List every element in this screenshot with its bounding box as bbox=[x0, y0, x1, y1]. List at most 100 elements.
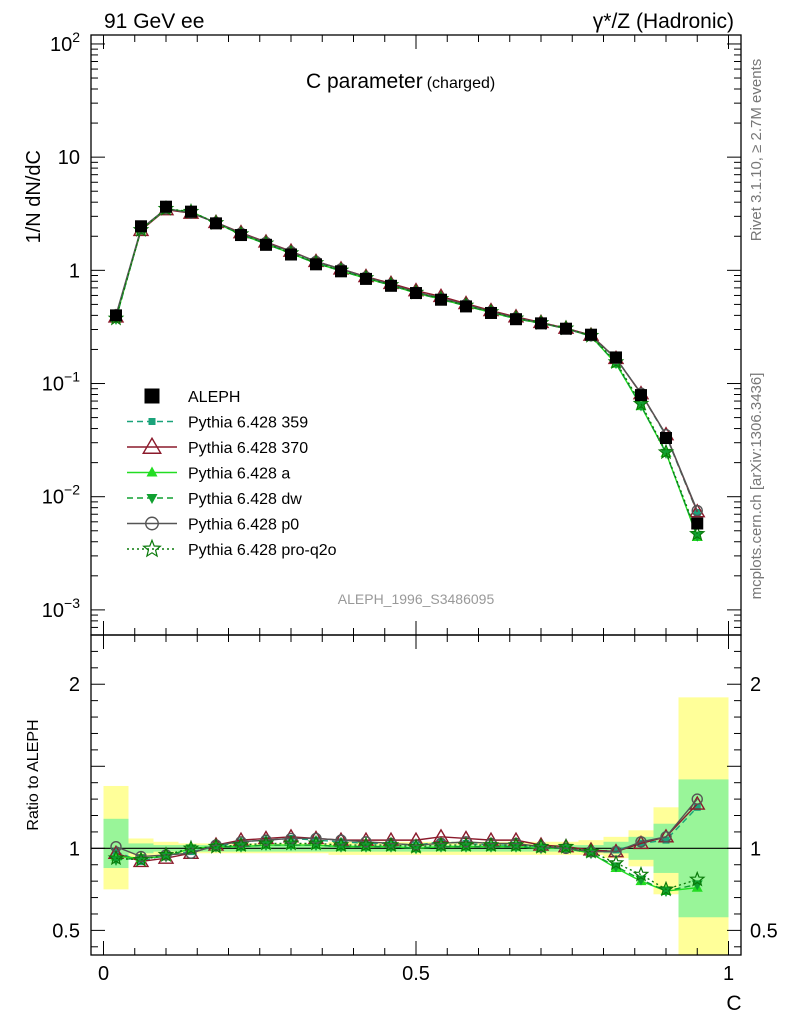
series-point-ratio bbox=[185, 844, 197, 855]
legend-marker bbox=[145, 516, 159, 531]
series-point-main bbox=[657, 443, 675, 460]
series-line-main bbox=[115, 207, 698, 535]
ratio-y-tick-label: 0.5 bbox=[52, 920, 80, 942]
process-label: γ*/Z (Hadronic) bbox=[593, 10, 734, 33]
tick-label-exponent: −2 bbox=[64, 482, 80, 498]
series-point-ratio bbox=[160, 849, 172, 861]
main-ylabel: 1/N dN/dC bbox=[23, 150, 45, 243]
series-point-ratio bbox=[457, 836, 475, 853]
tick-label-base: 10 bbox=[50, 34, 72, 56]
data-point bbox=[660, 432, 672, 445]
series-point-ratio bbox=[382, 836, 400, 853]
legend-item-pp0: Pythia 6.428 p0 bbox=[127, 517, 299, 534]
tick-label-base: 10 bbox=[42, 374, 64, 396]
data-point bbox=[535, 317, 547, 330]
data-point bbox=[610, 351, 622, 364]
data-point bbox=[691, 517, 704, 530]
series-point-ratio bbox=[307, 834, 325, 851]
series-point-ratio bbox=[691, 880, 703, 891]
tick-label-exponent: −3 bbox=[64, 595, 80, 611]
data-point bbox=[360, 272, 372, 285]
data-point bbox=[485, 306, 497, 319]
series-point-ratio bbox=[182, 839, 200, 856]
legend-label: Pythia 6.428 pro-q2o bbox=[188, 542, 337, 559]
series-point-ratio bbox=[557, 838, 575, 854]
data-point bbox=[410, 287, 422, 300]
legend-marker bbox=[142, 436, 162, 454]
series-point-ratio bbox=[157, 846, 175, 862]
series-line-main bbox=[115, 208, 698, 538]
data-point bbox=[135, 220, 147, 233]
series-point-ratio bbox=[207, 838, 225, 854]
data-point bbox=[110, 309, 122, 322]
series-point-ratio bbox=[632, 865, 650, 882]
legend-label: Pythia 6.428 359 bbox=[188, 415, 308, 432]
series-point-main bbox=[693, 509, 701, 517]
series-point-ratio bbox=[532, 838, 550, 854]
series-point-ratio bbox=[635, 836, 647, 848]
series-point-main bbox=[689, 525, 706, 541]
series-point-ratio bbox=[357, 836, 375, 853]
series-point-ratio bbox=[432, 836, 450, 853]
main-y-tick-label: 1 bbox=[69, 260, 80, 282]
series-p370 bbox=[107, 201, 706, 868]
ratio-y-tick-label-right: 0.5 bbox=[750, 920, 778, 942]
tick-label-exponent: −1 bbox=[64, 369, 80, 385]
series-point-ratio bbox=[407, 838, 425, 854]
legend-marker bbox=[146, 466, 158, 477]
data-point bbox=[260, 238, 272, 251]
x-axis-label: C bbox=[726, 992, 741, 1015]
analysis-watermark: ALEPH_1996_S3486095 bbox=[338, 591, 495, 607]
series-point-ratio bbox=[282, 834, 300, 851]
tick-label-base: 1 bbox=[69, 260, 80, 282]
main-title-text: C parameter bbox=[306, 70, 423, 93]
series-point-ratio bbox=[132, 851, 150, 867]
legend-item-pa: Pythia 6.428 a bbox=[127, 466, 290, 483]
data-point bbox=[585, 328, 597, 341]
series-aleph-data bbox=[110, 200, 704, 530]
series-line-ratio bbox=[115, 842, 698, 891]
series-point-ratio bbox=[660, 831, 672, 843]
series-layer bbox=[107, 200, 706, 897]
x-tick-label: 1 bbox=[723, 963, 734, 985]
main-title: C parameter (charged) bbox=[306, 70, 495, 93]
series-point-main bbox=[689, 503, 706, 518]
tick-label-base: 10 bbox=[58, 147, 80, 169]
series-point-ratio bbox=[257, 834, 275, 851]
series-point-ratio bbox=[507, 836, 525, 853]
data-point bbox=[310, 258, 322, 271]
ratio-y-tick-label-right: 2 bbox=[750, 674, 761, 696]
data-point bbox=[560, 322, 572, 335]
main-y-tick-label: 10 bbox=[58, 147, 80, 169]
main-y-tick-label: 10−2 bbox=[42, 482, 80, 509]
main-y-tick-label: 10−1 bbox=[42, 369, 80, 396]
ratio-y-tick-label: 1 bbox=[69, 838, 80, 860]
series-point-ratio bbox=[107, 849, 125, 866]
series-point-ratio bbox=[693, 803, 701, 811]
tick-label-base: 10 bbox=[42, 600, 64, 622]
series-point-ratio bbox=[691, 793, 703, 805]
data-point bbox=[210, 217, 222, 230]
series-point-ratio bbox=[582, 842, 600, 859]
legend-item-p359: Pythia 6.428 359 bbox=[127, 415, 308, 432]
tick-label-exponent: 2 bbox=[72, 29, 80, 45]
series-point-main bbox=[632, 395, 650, 411]
series-point-ratio bbox=[612, 846, 620, 854]
legend-marker bbox=[142, 538, 162, 558]
series-point-ratio bbox=[232, 836, 250, 853]
series-point-ratio bbox=[585, 845, 597, 858]
legend-item-p370: Pythia 6.428 370 bbox=[127, 436, 308, 457]
data-point bbox=[185, 205, 197, 218]
legend-label: Pythia 6.428 p0 bbox=[188, 517, 299, 534]
legend: ALEPH Pythia 6.428 359 Pythia 6.428 370 Pyt… bbox=[127, 388, 337, 559]
legend-label: Pythia 6.428 dw bbox=[188, 491, 302, 508]
series-point-ratio bbox=[635, 875, 647, 886]
data-point bbox=[285, 248, 297, 261]
series-point-ratio bbox=[657, 880, 675, 897]
legend-item-data: ALEPH bbox=[144, 388, 240, 406]
series-point-ratio bbox=[482, 836, 500, 853]
x-tick-label: 0 bbox=[98, 963, 109, 985]
legend-label: Pythia 6.428 a bbox=[188, 466, 290, 483]
